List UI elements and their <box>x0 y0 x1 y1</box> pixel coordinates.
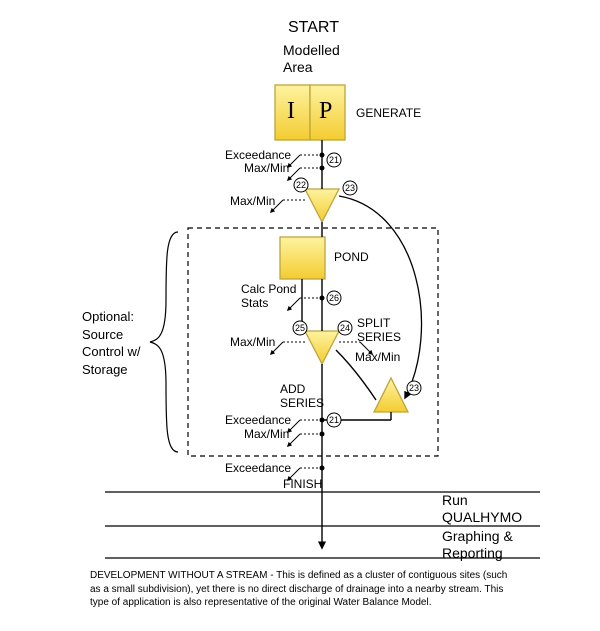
label-run: Run QUALHYMO <box>442 492 522 526</box>
label-graphing: Graphing & Reporting <box>442 528 513 562</box>
marker-26: 26 <box>327 291 341 305</box>
marker-21b: 21 <box>327 413 341 427</box>
marker-23a: 23 <box>343 181 357 195</box>
svg-text:23: 23 <box>409 383 419 393</box>
marker-21a: 21 <box>327 153 341 167</box>
label-pond: POND <box>334 250 369 264</box>
label-generate: GENERATE <box>356 106 421 120</box>
label-addseries: ADD SERIES <box>280 382 324 411</box>
label-optional: Optional: Source Control w/ Storage <box>82 308 141 378</box>
node-tri-down-1 <box>305 189 339 222</box>
svg-text:25: 25 <box>295 323 305 333</box>
marker-23b: 23 <box>407 381 421 395</box>
label-maxmin-5: Max/Min <box>244 427 289 441</box>
label-exceedance-3: Exceedance <box>225 461 291 475</box>
svg-text:21: 21 <box>329 415 339 425</box>
label-I: I <box>287 97 295 126</box>
footnote: DEVELOPMENT WITHOUT A STREAM - This is d… <box>90 569 520 610</box>
node-rect-pond <box>280 237 325 279</box>
label-exceedance-2: Exceedance <box>225 413 291 427</box>
label-maxmin-4: Max/Min <box>355 350 400 364</box>
label-calcpond: Calc Pond Stats <box>241 282 296 311</box>
svg-text:24: 24 <box>340 323 350 333</box>
marker-25: 25 <box>293 321 307 335</box>
marker-24: 24 <box>338 321 352 335</box>
svg-text:21: 21 <box>329 155 339 165</box>
node-tri-down-2 <box>305 331 339 364</box>
label-P: P <box>319 97 332 126</box>
label-maxmin-3: Max/Min <box>230 335 275 349</box>
node-tri-up-1 <box>374 378 408 412</box>
label-finish: FINISH <box>283 477 322 491</box>
marker-22: 22 <box>294 178 308 192</box>
svg-text:22: 22 <box>296 180 306 190</box>
title-start: START <box>288 18 339 37</box>
label-maxmin-1: Max/Min <box>244 161 289 175</box>
brace-icon <box>150 232 178 452</box>
svg-text:26: 26 <box>329 293 339 303</box>
label-maxmin-2: Max/Min <box>230 194 275 208</box>
label-split: SPLIT SERIES <box>357 316 401 345</box>
subtitle-modelled: Modelled Area <box>283 42 340 76</box>
svg-text:23: 23 <box>345 183 355 193</box>
